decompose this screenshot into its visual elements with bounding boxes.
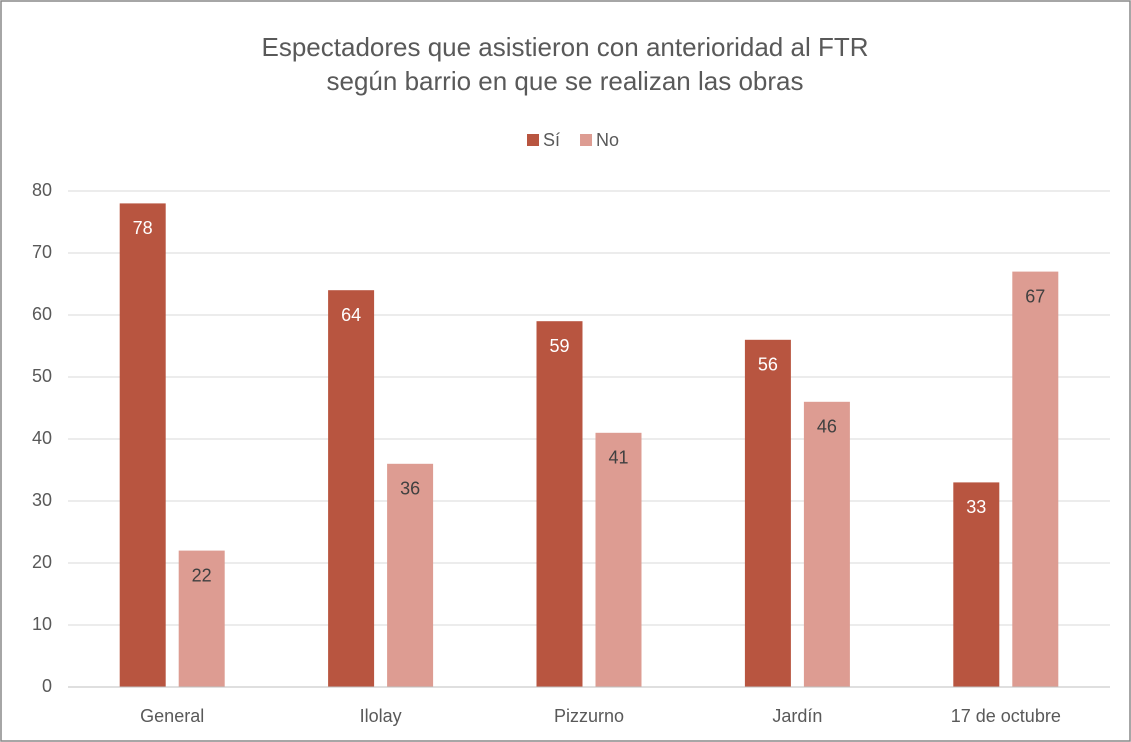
y-tick-label: 70 bbox=[32, 242, 52, 262]
bar bbox=[328, 290, 375, 687]
data-label: 22 bbox=[192, 565, 212, 585]
data-label: 67 bbox=[1025, 286, 1045, 306]
data-label: 78 bbox=[133, 218, 153, 238]
legend-label: Sí bbox=[543, 130, 560, 150]
y-tick-label: 40 bbox=[32, 428, 52, 448]
x-tick-label: Jardín bbox=[772, 706, 822, 726]
data-label: 36 bbox=[400, 479, 420, 499]
x-tick-label: Pizzurno bbox=[554, 706, 624, 726]
data-label: 59 bbox=[549, 336, 569, 356]
y-tick-label: 50 bbox=[32, 366, 52, 386]
bar bbox=[953, 482, 1000, 687]
bar bbox=[536, 321, 583, 687]
bar bbox=[178, 550, 225, 687]
data-label: 46 bbox=[817, 417, 837, 437]
data-label: 56 bbox=[758, 355, 778, 375]
bar bbox=[803, 401, 850, 687]
legend-label: No bbox=[596, 130, 619, 150]
y-tick-label: 80 bbox=[32, 180, 52, 200]
y-tick-label: 10 bbox=[32, 614, 52, 634]
bar bbox=[1012, 271, 1059, 687]
y-tick-label: 0 bbox=[42, 676, 52, 696]
data-label: 33 bbox=[966, 497, 986, 517]
y-tick-label: 20 bbox=[32, 552, 52, 572]
x-tick-label: 17 de octubre bbox=[951, 706, 1061, 726]
x-tick-label: Ilolay bbox=[360, 706, 402, 726]
bar bbox=[744, 339, 791, 687]
data-label: 64 bbox=[341, 305, 361, 325]
bar bbox=[595, 432, 642, 687]
legend-swatch bbox=[527, 134, 539, 146]
y-tick-label: 60 bbox=[32, 304, 52, 324]
y-tick-label: 30 bbox=[32, 490, 52, 510]
x-tick-label: General bbox=[140, 706, 204, 726]
data-label: 41 bbox=[608, 448, 628, 468]
bar bbox=[119, 203, 166, 687]
bar bbox=[387, 463, 434, 687]
legend-swatch bbox=[580, 134, 593, 146]
chart-title: Espectadores que asistieron con anterior… bbox=[261, 32, 869, 96]
